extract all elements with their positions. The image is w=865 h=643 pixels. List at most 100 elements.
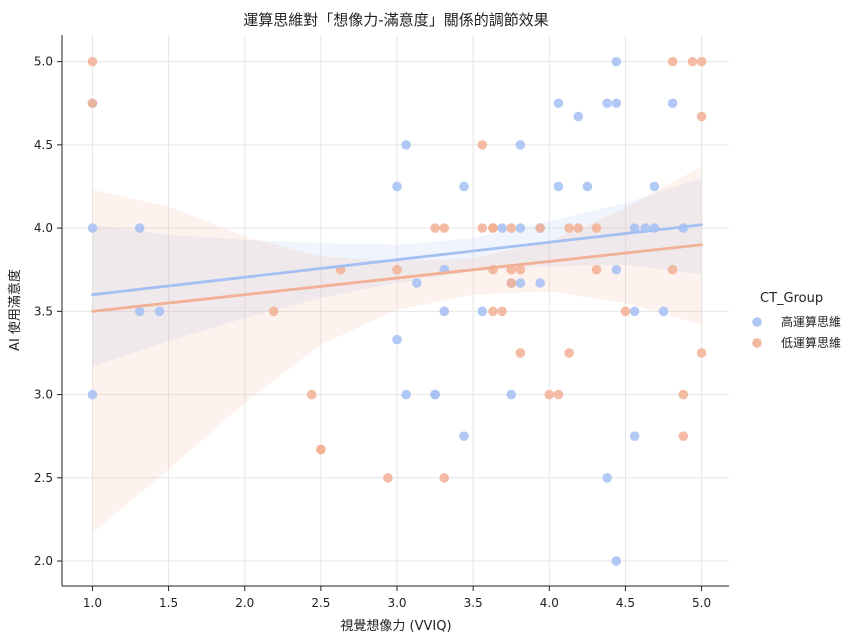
data-point — [629, 431, 640, 441]
data-point — [430, 223, 440, 233]
data-point — [383, 472, 393, 483]
data-point — [488, 223, 498, 233]
data-point — [678, 431, 689, 441]
data-point — [515, 140, 526, 150]
data-point — [544, 389, 555, 400]
x-tick-label: 5.0 — [692, 596, 711, 610]
y-tick-label: 5.0 — [34, 55, 53, 69]
x-tick-label: 3.0 — [387, 596, 406, 610]
data-point — [573, 223, 584, 233]
y-tick-label: 2.0 — [34, 554, 53, 568]
data-point — [439, 223, 450, 233]
data-point — [515, 223, 526, 233]
x-tick-label: 1.5 — [159, 596, 178, 610]
data-point — [602, 472, 612, 483]
data-point — [667, 98, 678, 109]
data-point — [87, 98, 98, 109]
data-point — [439, 472, 450, 483]
data-point — [154, 306, 165, 317]
data-point — [477, 140, 488, 150]
data-point — [306, 389, 317, 400]
data-point — [564, 348, 574, 358]
legend-label: 低運算思維 — [781, 335, 841, 350]
y-tick-label: 4.0 — [34, 221, 53, 235]
grid — [62, 35, 729, 586]
data-point — [582, 181, 593, 192]
data-point — [553, 98, 564, 109]
data-point — [134, 306, 145, 317]
data-point — [392, 334, 402, 345]
data-point — [87, 56, 98, 67]
data-point — [629, 223, 640, 233]
x-tick-label: 3.5 — [464, 596, 483, 610]
data-point — [696, 348, 707, 358]
x-tick-label: 2.0 — [235, 596, 254, 610]
legend-marker — [752, 317, 762, 327]
legend-title: CT_Group — [760, 291, 823, 306]
data-point — [134, 223, 145, 233]
data-point — [412, 278, 422, 288]
data-point — [564, 223, 574, 233]
data-point — [459, 181, 469, 192]
data-point — [497, 223, 507, 233]
data-point — [477, 306, 488, 317]
data-point — [611, 56, 622, 67]
data-point — [553, 389, 564, 400]
x-tick-label: 2.5 — [311, 596, 330, 610]
data-point — [696, 56, 707, 67]
regression-line — [91, 223, 703, 297]
data-point — [316, 444, 326, 455]
data-point — [506, 223, 517, 233]
data-point — [392, 181, 402, 192]
data-point — [268, 306, 279, 317]
data-point — [591, 223, 602, 233]
y-ticks: 2.0 2.5 3.0 3.5 4.0 4.5 5.0 — [34, 55, 62, 568]
data-point — [591, 264, 602, 275]
data-point — [515, 264, 526, 275]
data-point — [602, 98, 612, 109]
data-point — [401, 140, 411, 150]
x-ticks: 1.0 1.5 2.0 2.5 3.0 3.5 4.0 4.5 5.0 — [83, 586, 711, 610]
data-point — [401, 389, 411, 400]
data-point — [459, 431, 469, 441]
data-point — [506, 278, 517, 288]
data-point — [611, 556, 622, 566]
data-point — [611, 98, 622, 109]
data-point — [535, 278, 545, 288]
y-tick-label: 3.0 — [34, 388, 53, 402]
data-point — [573, 111, 584, 122]
data-point — [477, 223, 488, 233]
y-tick-label: 4.5 — [34, 138, 53, 152]
data-point — [687, 56, 698, 67]
data-point — [649, 181, 660, 192]
axes — [61, 35, 729, 587]
regression-line — [91, 243, 703, 313]
regression-lines — [91, 223, 703, 313]
y-axis-label: AI 使用滿意度 — [7, 269, 23, 351]
data-point — [629, 306, 640, 317]
x-tick-label: 4.0 — [540, 596, 559, 610]
data-point — [439, 306, 450, 317]
confidence-band — [92, 166, 702, 533]
data-point — [506, 389, 517, 400]
data-point — [658, 306, 669, 317]
legend-marker — [752, 338, 762, 348]
data-point — [515, 278, 526, 288]
x-tick-label: 1.0 — [83, 596, 102, 610]
data-point — [392, 264, 402, 275]
data-point — [506, 264, 517, 275]
data-point — [430, 389, 440, 400]
data-point — [488, 306, 498, 317]
data-point — [620, 306, 631, 317]
data-point — [535, 223, 545, 233]
data-point — [515, 348, 526, 358]
y-tick-label: 3.5 — [34, 304, 53, 318]
data-point — [696, 111, 707, 122]
x-axis-label: 視覺想像力 (VVIQ) — [340, 618, 451, 634]
y-tick-label: 2.5 — [34, 471, 53, 485]
data-point — [667, 264, 678, 275]
data-point — [553, 181, 564, 192]
data-point — [678, 389, 689, 400]
